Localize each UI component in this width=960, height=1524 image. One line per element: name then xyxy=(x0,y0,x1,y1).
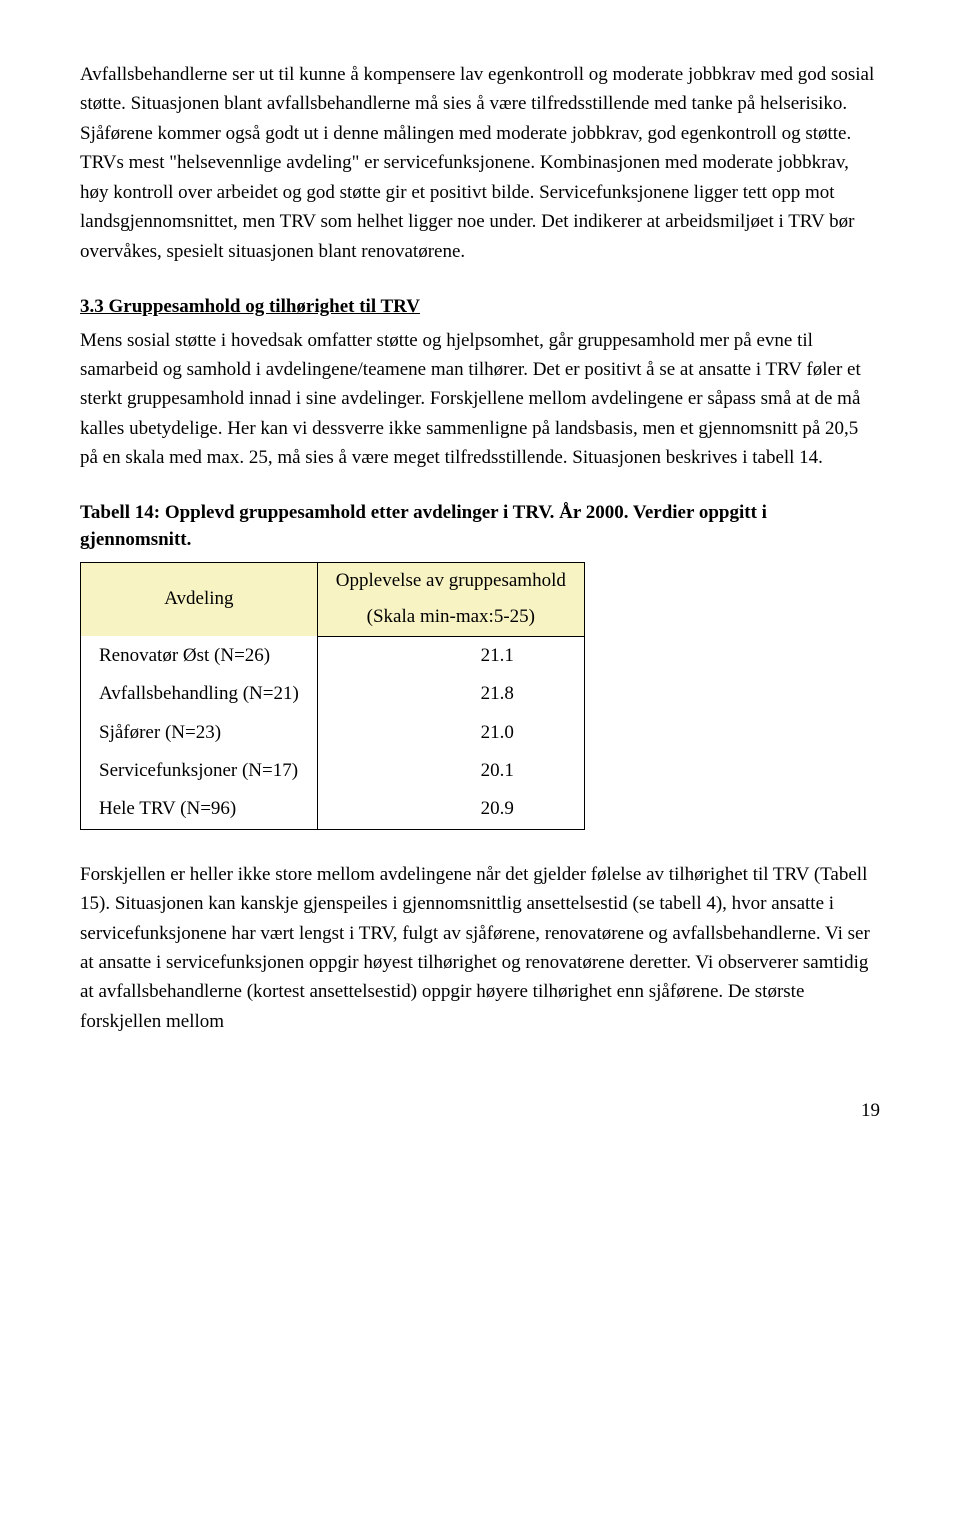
page-number: 19 xyxy=(80,1096,880,1125)
table-cell-value: 21.8 xyxy=(317,675,584,713)
table-row: Sjåfører (N=23) 21.0 xyxy=(81,714,585,752)
table-cell-value: 21.0 xyxy=(317,714,584,752)
paragraph-2: Mens sosial støtte i hovedsak omfatter s… xyxy=(80,326,880,473)
table-cell-value: 20.1 xyxy=(317,752,584,790)
table-gruppesamhold: Avdeling Opplevelse av gruppesamhold (Sk… xyxy=(80,562,585,830)
table-header-value-line1: Opplevelse av gruppesamhold xyxy=(317,562,584,599)
table-cell-label: Renovatør Øst (N=26) xyxy=(81,636,318,675)
table-header-avdeling: Avdeling xyxy=(81,562,318,636)
table-title: Tabell 14: Opplevd gruppesamhold etter a… xyxy=(80,499,880,554)
paragraph-1: Avfallsbehandlerne ser ut til kunne å ko… xyxy=(80,60,880,266)
table-header-value-line2: (Skala min-max:5-25) xyxy=(317,599,584,636)
table-row: Hele TRV (N=96) 20.9 xyxy=(81,790,585,829)
table-cell-value: 20.9 xyxy=(317,790,584,829)
table-cell-value: 21.1 xyxy=(317,636,584,675)
table-cell-label: Sjåfører (N=23) xyxy=(81,714,318,752)
table-row: Renovatør Øst (N=26) 21.1 xyxy=(81,636,585,675)
paragraph-3: Forskjellen er heller ikke store mellom … xyxy=(80,860,880,1037)
table-row: Avfallsbehandling (N=21) 21.8 xyxy=(81,675,585,713)
table-cell-label: Hele TRV (N=96) xyxy=(81,790,318,829)
table-cell-label: Avfallsbehandling (N=21) xyxy=(81,675,318,713)
table-row: Servicefunksjoner (N=17) 20.1 xyxy=(81,752,585,790)
table-cell-label: Servicefunksjoner (N=17) xyxy=(81,752,318,790)
section-heading: 3.3 Gruppesamhold og tilhørighet til TRV xyxy=(80,292,880,321)
